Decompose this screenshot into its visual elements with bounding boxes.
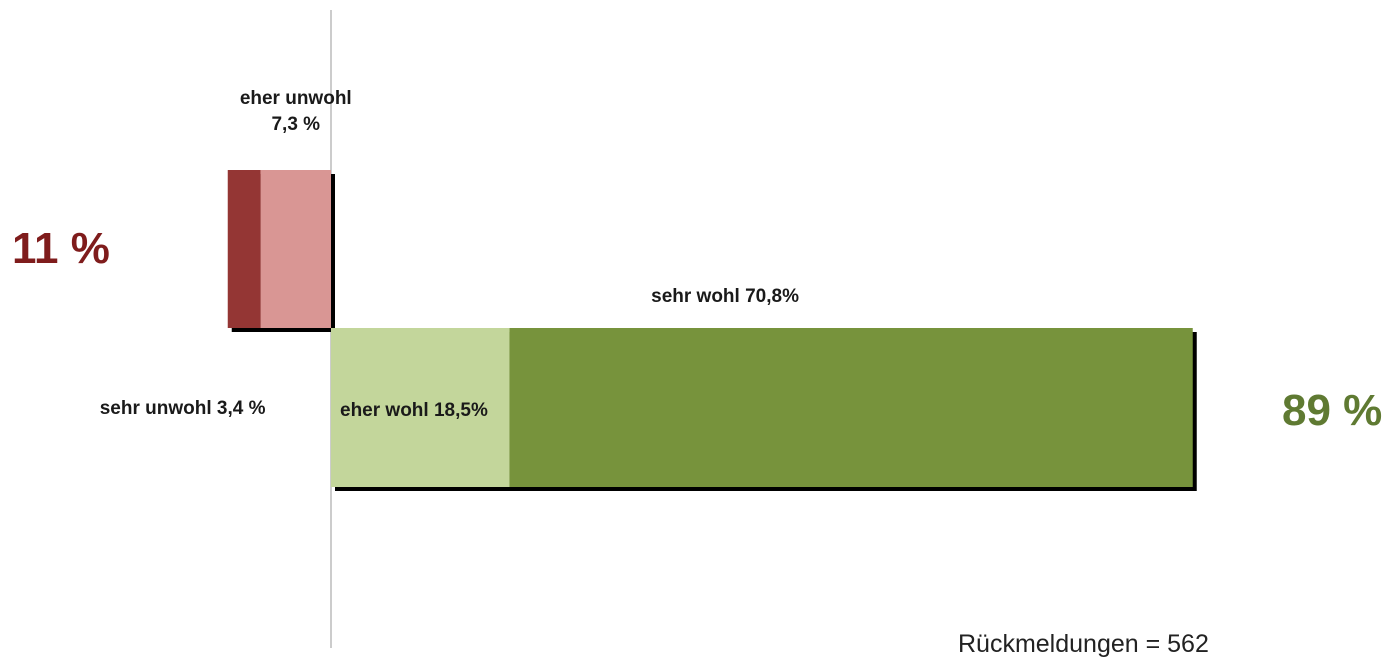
total-negative-label: 11 % [12, 224, 110, 273]
data-label-eher-unwohl-name: eher unwohl [239, 88, 352, 109]
total-positive-label: 89 % [1282, 386, 1383, 435]
data-label-sehr-unwohl: sehr unwohl 3,4 % [99, 398, 266, 419]
data-label-sehr-wohl: sehr wohl 70,8% [651, 286, 799, 307]
bar-segment-sehr-unwohl [227, 170, 261, 328]
bar-segment-sehr-wohl [509, 328, 1193, 487]
responses-note: Rückmeldungen = 562 [958, 630, 1209, 658]
data-label-eher-unwohl: eher unwohl 7,3 % [218, 86, 374, 137]
bar-segment-eher-wohl [331, 328, 510, 487]
bar-segment-eher-unwohl [260, 170, 331, 328]
data-label-eher-unwohl-value: 7,3 % [271, 113, 321, 135]
data-label-eher-wohl: eher wohl 18,5% [340, 400, 488, 421]
